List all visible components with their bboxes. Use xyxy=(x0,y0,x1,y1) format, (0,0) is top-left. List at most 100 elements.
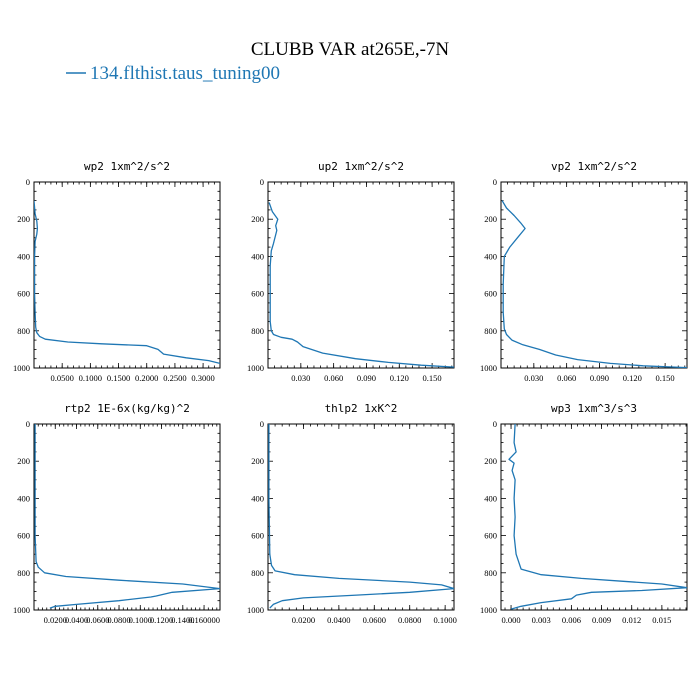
y-tick-label: 1000 xyxy=(247,605,264,615)
x-tick-label: 0.1000 xyxy=(433,615,456,625)
subplot-title: thlp2 1xK^2 xyxy=(325,402,398,415)
figure-title: CLUBB VAR at265E,-7N xyxy=(251,39,450,60)
y-tick-label: 400 xyxy=(484,493,497,503)
y-tick-label: 400 xyxy=(17,493,30,503)
x-tick-label: 0.012 xyxy=(622,615,641,625)
x-tick-label: 0.0200 xyxy=(44,615,67,625)
x-tick-label: 0.060 xyxy=(324,373,343,383)
y-tick-label: 1000 xyxy=(247,363,264,373)
x-tick-label: 0.1000 xyxy=(129,615,152,625)
x-tick-label: 0.015 xyxy=(652,615,671,625)
y-tick-label: 600 xyxy=(484,289,497,299)
y-tick-label: 1000 xyxy=(13,363,30,373)
y-tick-label: 200 xyxy=(17,214,30,224)
y-tick-label: 800 xyxy=(17,326,30,336)
x-tick-label: 0.3000 xyxy=(191,373,214,383)
series-line xyxy=(508,424,687,610)
y-tick-label: 800 xyxy=(251,326,264,336)
subplot-4: rtp2 1E-6x(kg/kg)^2 0 200 400 600 800 1000 0.02… xyxy=(13,402,221,625)
y-tick-label: 200 xyxy=(251,214,264,224)
x-tick-label: 0.090 xyxy=(357,373,376,383)
x-tick-label: 0.1400 xyxy=(171,615,194,625)
x-tick-label: 0.120 xyxy=(623,373,642,383)
legend: 134.flthist.taus_tuning00 xyxy=(66,63,280,84)
y-tick-label: 0 xyxy=(493,177,497,187)
x-tick-label: 0.009 xyxy=(592,615,611,625)
y-tick-label: 0 xyxy=(493,419,497,429)
y-tick-label: 1000 xyxy=(480,605,497,615)
y-tick-label: 800 xyxy=(484,568,497,578)
x-tick-label: 0.0500 xyxy=(50,373,73,383)
y-tick-label: 600 xyxy=(251,531,264,541)
y-tick-label: 600 xyxy=(17,289,30,299)
x-tick-label: 0.060 xyxy=(557,373,576,383)
y-tick-label: 800 xyxy=(484,326,497,336)
x-tick-label: 0.160000 xyxy=(188,615,220,625)
y-tick-label: 0 xyxy=(260,419,264,429)
series-line xyxy=(268,424,454,609)
series-line xyxy=(34,424,220,609)
x-tick-label: 0.0400 xyxy=(327,615,350,625)
x-tick-label: 0.000 xyxy=(501,615,520,625)
y-tick-label: 800 xyxy=(251,568,264,578)
plot-frame xyxy=(33,181,221,369)
plot-frame xyxy=(33,423,221,611)
x-tick-label: 0.150 xyxy=(656,373,675,383)
y-tick-label: 600 xyxy=(17,531,30,541)
y-tick-label: 600 xyxy=(484,531,497,541)
y-tick-label: 600 xyxy=(251,289,264,299)
x-tick-label: 0.090 xyxy=(590,373,609,383)
subplot-3: vp2 1xm^2/s^2 0 200 400 600 800 1000 0.030 0.060… xyxy=(480,160,688,383)
subplot-2: up2 1xm^2/s^2 0 200 400 600 800 1000 0.030 0.060… xyxy=(247,160,455,383)
plot-frame xyxy=(267,423,455,611)
y-tick-label: 200 xyxy=(251,456,264,466)
y-tick-label: 400 xyxy=(484,251,497,261)
x-tick-label: 0.0800 xyxy=(107,615,130,625)
subplot-title: up2 1xm^2/s^2 xyxy=(318,160,404,173)
series-line xyxy=(268,202,454,368)
x-tick-label: 0.006 xyxy=(562,615,581,625)
y-tick-label: 800 xyxy=(17,568,30,578)
x-tick-label: 0.0800 xyxy=(398,615,421,625)
y-tick-label: 400 xyxy=(251,251,264,261)
y-tick-label: 200 xyxy=(484,214,497,224)
x-tick-label: 0.1000 xyxy=(79,373,102,383)
subplot-title: rtp2 1E-6x(kg/kg)^2 xyxy=(64,402,190,415)
y-tick-label: 0 xyxy=(260,177,264,187)
y-tick-label: 1000 xyxy=(13,605,30,615)
subplot-title: vp2 1xm^2/s^2 xyxy=(551,160,637,173)
y-tick-label: 1000 xyxy=(480,363,497,373)
x-tick-label: 0.150 xyxy=(423,373,442,383)
x-tick-label: 0.1500 xyxy=(107,373,130,383)
plot-frame xyxy=(500,181,688,369)
x-tick-label: 0.0600 xyxy=(363,615,386,625)
x-tick-label: 0.030 xyxy=(524,373,543,383)
y-tick-label: 0 xyxy=(26,177,30,187)
x-tick-label: 0.1200 xyxy=(150,615,173,625)
y-tick-label: 200 xyxy=(484,456,497,466)
x-tick-label: 0.2000 xyxy=(135,373,158,383)
legend-label: 134.flthist.taus_tuning00 xyxy=(90,63,280,84)
x-tick-label: 0.0400 xyxy=(65,615,88,625)
series-line xyxy=(501,200,687,368)
plot-frame xyxy=(500,423,688,611)
plot-frame xyxy=(267,181,455,369)
subplot-title: wp2 1xm^2/s^2 xyxy=(84,160,170,173)
x-tick-label: 0.0200 xyxy=(292,615,315,625)
y-tick-label: 0 xyxy=(26,419,30,429)
subplot-6: wp3 1xm^3/s^3 0 200 400 600 800 1000 0.000 0.003… xyxy=(480,402,688,625)
x-tick-label: 0.003 xyxy=(532,615,551,625)
series-line xyxy=(34,200,220,365)
subplot-5: thlp2 1xK^2 0 200 400 600 800 1000 0.0200 0.0400… xyxy=(247,402,457,625)
subplot-grid: wp2 1xm^2/s^2 0 200 400 600 800 1000 0.0500 0.10… xyxy=(13,160,688,625)
x-tick-label: 0.0600 xyxy=(86,615,109,625)
y-tick-label: 400 xyxy=(17,251,30,261)
x-tick-label: 0.030 xyxy=(291,373,310,383)
x-tick-label: 0.2500 xyxy=(163,373,186,383)
subplot-title: wp3 1xm^3/s^3 xyxy=(551,402,637,415)
y-tick-label: 200 xyxy=(17,456,30,466)
x-tick-label: 0.120 xyxy=(390,373,409,383)
y-tick-label: 400 xyxy=(251,493,264,503)
subplot-1: wp2 1xm^2/s^2 0 200 400 600 800 1000 0.0500 0.10… xyxy=(13,160,221,383)
